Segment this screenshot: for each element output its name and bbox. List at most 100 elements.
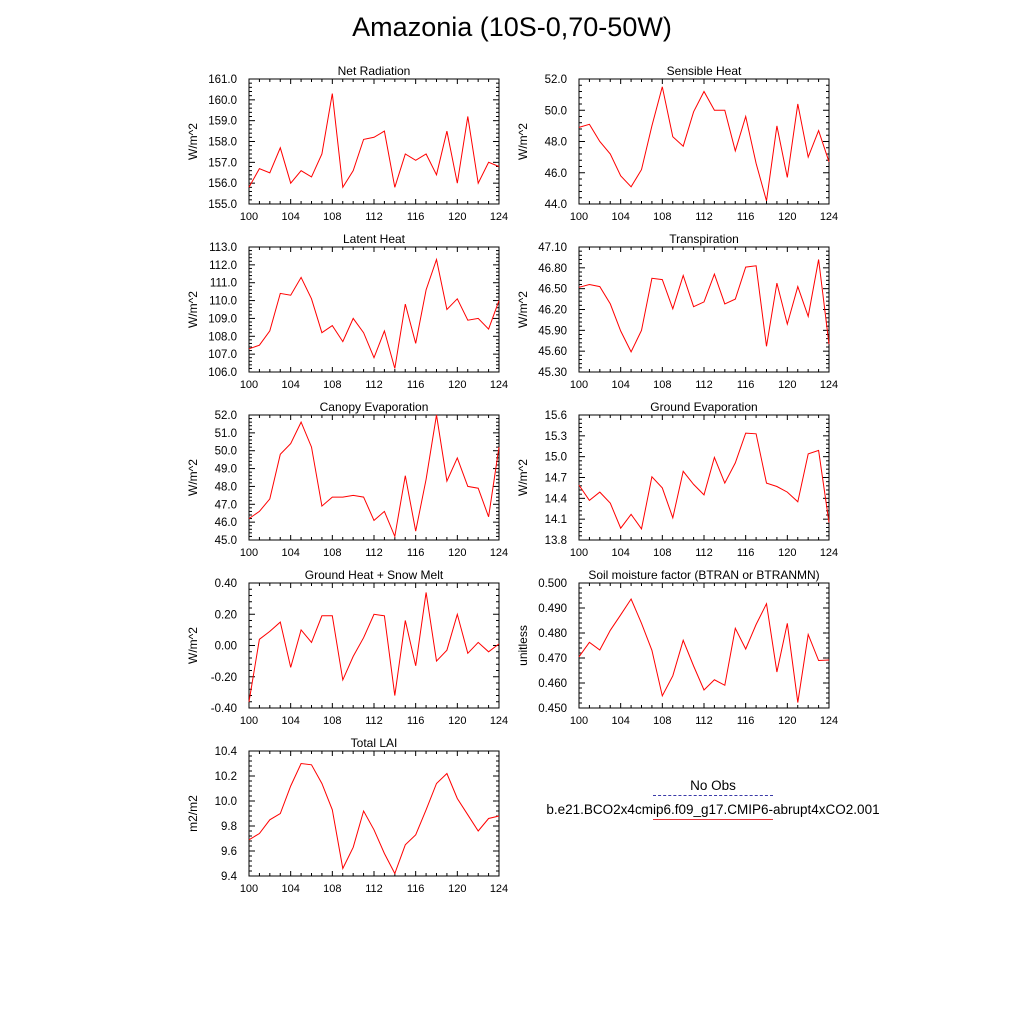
y-tick-label: 0.00 — [215, 641, 237, 653]
y-tick-label: 45.90 — [538, 325, 567, 337]
plot-frame — [248, 582, 500, 709]
y-tick-label: 159.0 — [208, 116, 237, 128]
plot-frame — [578, 78, 830, 205]
x-tick-label: 116 — [407, 547, 425, 559]
x-tick-label: 104 — [281, 547, 299, 559]
x-tick-label: 108 — [323, 379, 341, 391]
y-tick-label: 46.50 — [538, 284, 567, 296]
y-tick-label: 10.0 — [215, 796, 237, 808]
plot-frame — [248, 750, 500, 877]
x-tick-label: 104 — [611, 547, 629, 559]
y-tick-label: 49.0 — [215, 464, 237, 476]
y-tick-label: 156.0 — [208, 178, 237, 190]
x-tick-label: 112 — [695, 547, 713, 559]
x-tick-label: 112 — [365, 379, 383, 391]
y-tick-label: 51.0 — [215, 428, 237, 440]
y-tick-label: -0.40 — [211, 703, 237, 715]
x-tick-label: 104 — [611, 715, 629, 727]
panel-latent-heat: Latent Heat W/m^2 100 104 108 112 116 120 124 106… — [186, 232, 508, 391]
x-tick-label: 112 — [365, 715, 383, 727]
x-tick-label: 116 — [737, 715, 755, 727]
x-tick-label: 100 — [240, 547, 258, 559]
x-tick-label: 116 — [737, 547, 755, 559]
y-tick-label: 157.0 — [208, 157, 237, 169]
y-axis-label: m2/m2 — [186, 795, 200, 832]
x-tick-label: 120 — [448, 211, 466, 223]
x-tick-label: 120 — [778, 547, 796, 559]
y-tick-label: 15.3 — [545, 431, 567, 443]
y-tick-label: 111.0 — [210, 278, 237, 290]
x-tick-label: 120 — [448, 379, 466, 391]
y-tick-label: 9.6 — [221, 846, 237, 858]
x-tick-label: 124 — [820, 547, 838, 559]
x-tick-label: 116 — [407, 379, 425, 391]
x-tick-label: 112 — [365, 547, 383, 559]
y-tick-label: 106.0 — [208, 367, 237, 379]
x-tick-label: 112 — [365, 211, 383, 223]
y-tick-label: 14.4 — [545, 493, 568, 505]
y-axis-label: W/m^2 — [516, 291, 530, 328]
x-tick-label: 112 — [695, 715, 713, 727]
x-tick-label: 124 — [490, 883, 508, 895]
x-tick-label: 120 — [778, 211, 796, 223]
y-axis-label: W/m^2 — [516, 123, 530, 160]
x-tick-label: 108 — [653, 211, 671, 223]
y-tick-label: 10.4 — [215, 746, 238, 758]
x-tick-label: 104 — [611, 379, 629, 391]
y-tick-label: 0.460 — [538, 678, 567, 690]
panel-title: Sensible Heat — [667, 64, 742, 78]
y-tick-label: 113.0 — [209, 242, 237, 254]
panel-title: Ground Evaporation — [650, 400, 757, 414]
series-line-canopy-evaporation — [248, 414, 500, 539]
y-axis-label: W/m^2 — [186, 627, 200, 664]
x-tick-label: 100 — [570, 211, 588, 223]
figure-title: Amazonia (10S-0,70-50W) — [352, 12, 672, 42]
y-tick-label: 158.0 — [208, 137, 237, 149]
panel-title: Total LAI — [351, 736, 398, 750]
x-tick-label: 104 — [281, 379, 299, 391]
panel-title: Canopy Evaporation — [320, 400, 429, 414]
y-tick-label: 13.8 — [545, 535, 567, 547]
y-tick-label: 160.0 — [208, 95, 237, 107]
series-line-net-radiation — [248, 93, 500, 189]
y-tick-label: 14.7 — [545, 473, 567, 485]
x-tick-label: 112 — [365, 883, 383, 895]
x-tick-label: 108 — [653, 715, 671, 727]
y-tick-label: 45.60 — [538, 346, 567, 358]
plot-frame — [248, 246, 500, 373]
x-tick-label: 100 — [240, 379, 258, 391]
legend-obs-line — [653, 795, 773, 796]
y-tick-label: 0.450 — [538, 703, 567, 715]
y-tick-label: 10.2 — [215, 771, 237, 783]
x-tick-label: 116 — [737, 379, 755, 391]
x-tick-label: 124 — [820, 211, 838, 223]
legend: No Obs b.e21.BCO2x4cmip6.f09_g17.CMIP6-a… — [530, 778, 896, 826]
panel-transpiration: Transpiration W/m^2 100 104 108 112 116 120 124 4… — [516, 232, 838, 391]
x-tick-label: 100 — [570, 547, 588, 559]
panel-ground-heat-snow-melt: Ground Heat + Snow Melt W/m^2 100 104 108 112… — [186, 568, 508, 727]
plot-frame — [248, 78, 500, 205]
x-tick-label: 120 — [448, 547, 466, 559]
series-line-sensible-heat — [578, 86, 830, 202]
x-tick-label: 104 — [281, 715, 299, 727]
y-tick-label: 52.0 — [215, 410, 237, 422]
y-tick-label: 45.0 — [215, 535, 237, 547]
y-tick-label: 110.0 — [209, 296, 237, 308]
x-tick-label: 100 — [570, 715, 588, 727]
x-tick-label: 120 — [448, 715, 466, 727]
y-tick-label: 50.0 — [545, 105, 567, 117]
series-line-transpiration — [578, 259, 830, 354]
y-tick-label: 0.40 — [215, 578, 237, 590]
legend-obs-label: No Obs — [690, 778, 736, 793]
y-tick-label: 48.0 — [545, 137, 567, 149]
panel-canopy-evaporation: Canopy Evaporation W/m^2 100 104 108 112 116 12… — [186, 400, 508, 559]
y-tick-label: 15.0 — [545, 452, 567, 464]
y-tick-label: 45.30 — [538, 367, 567, 379]
x-tick-label: 104 — [611, 211, 629, 223]
x-tick-label: 112 — [695, 379, 713, 391]
panel-title: Net Radiation — [338, 64, 411, 78]
series-line-total-lai — [248, 762, 500, 875]
y-tick-label: 0.500 — [538, 578, 567, 590]
